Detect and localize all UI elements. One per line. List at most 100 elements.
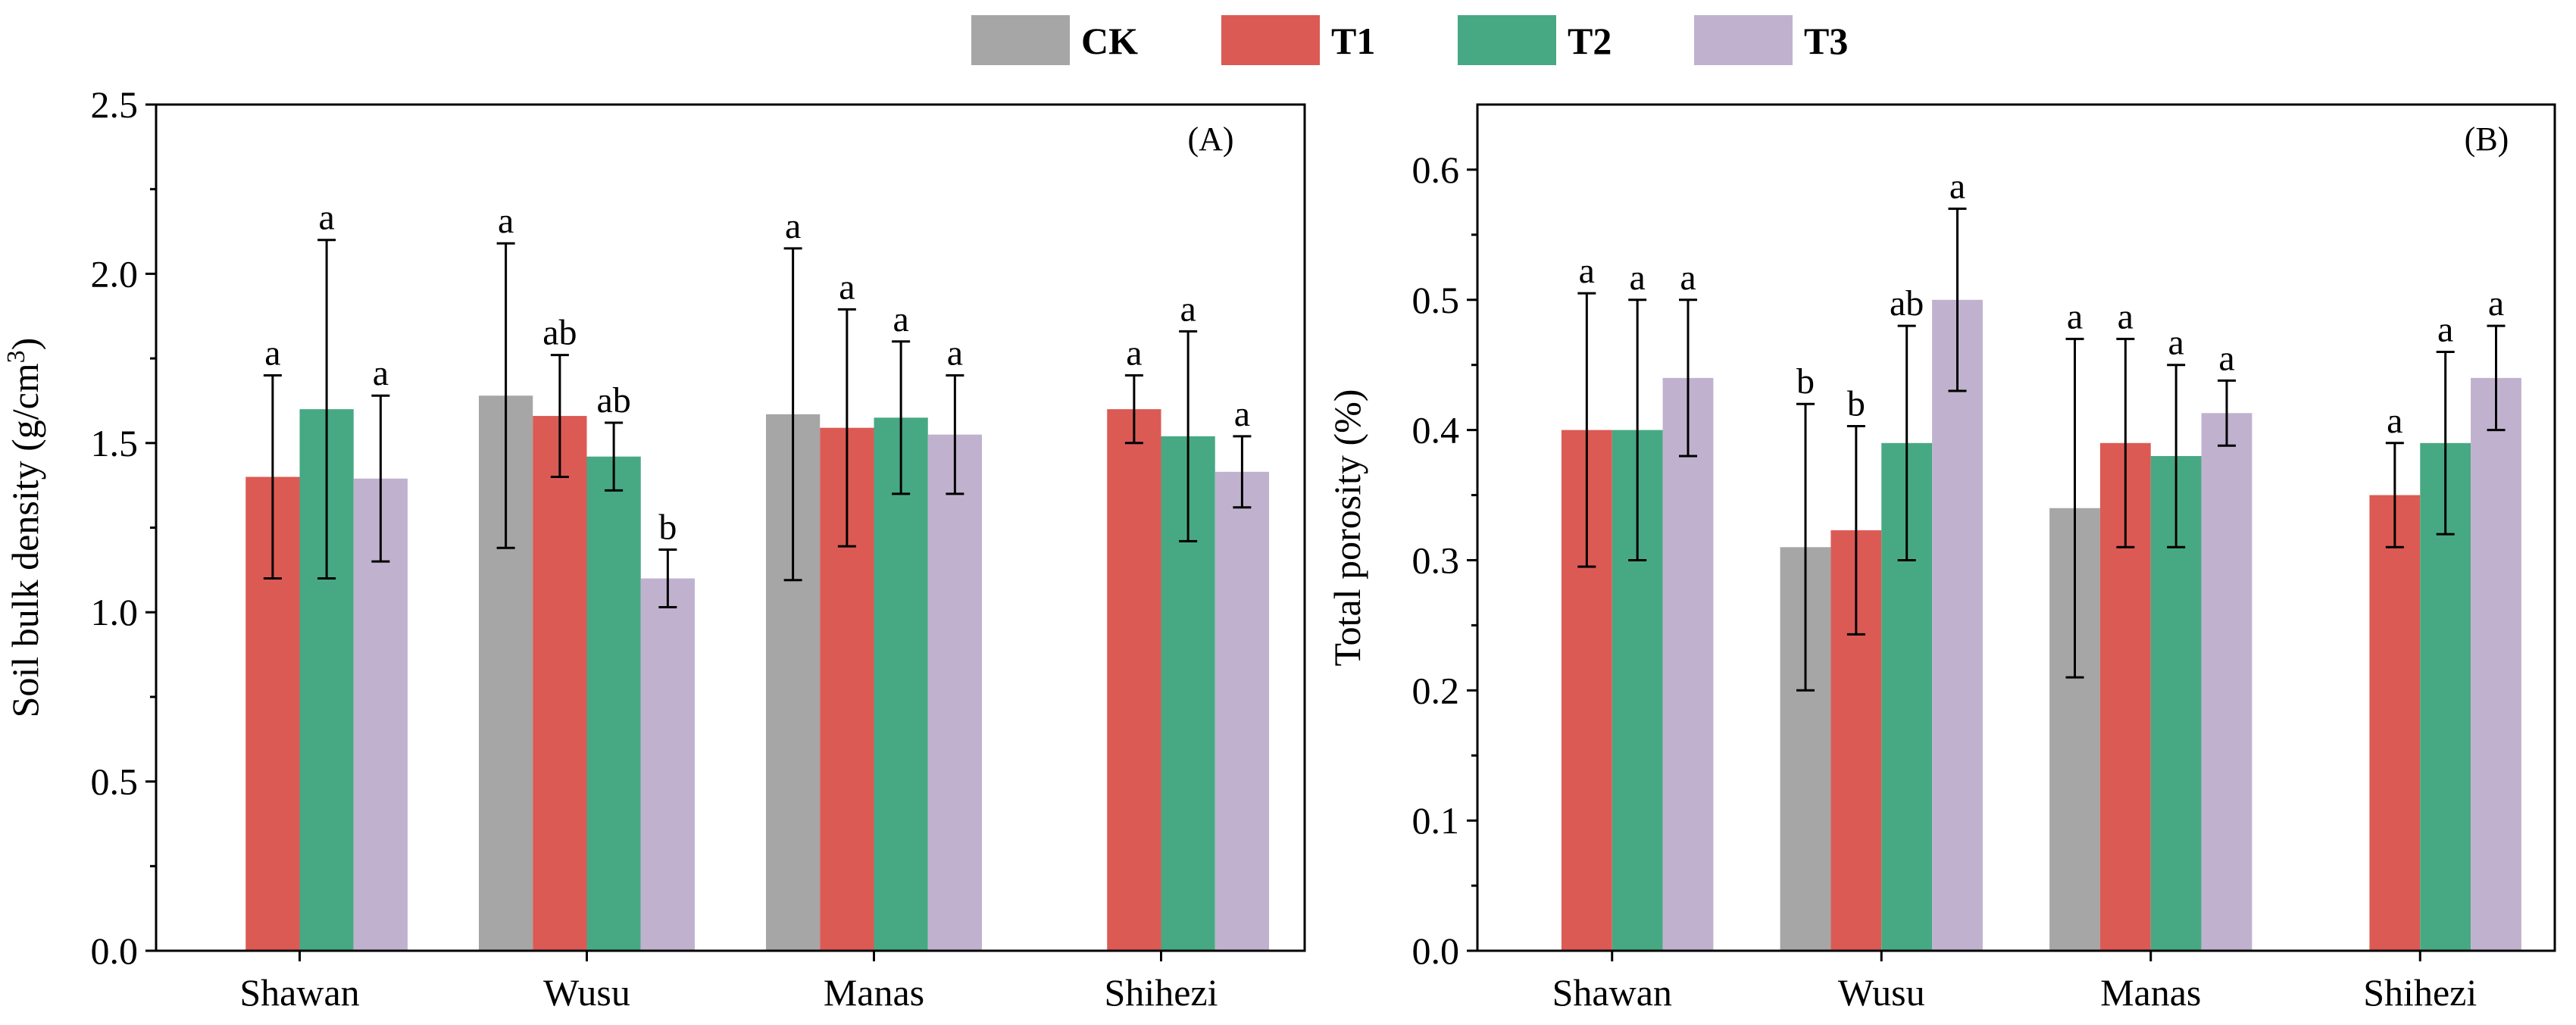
significance-label-t3-shihezi: a	[1234, 394, 1250, 434]
error-bar-t1-wusu	[550, 354, 569, 478]
error-bar-t1-shihezi	[2385, 442, 2404, 548]
significance-label-t3-shawan: a	[1680, 258, 1696, 298]
significance-label-t1-wusu: b	[1847, 383, 1865, 423]
y-tick-label: 0.5	[1412, 279, 1460, 321]
y-tick-label: 0.3	[1412, 539, 1460, 581]
error-bar-t2-manas	[892, 340, 911, 495]
significance-label-t1-manas: a	[839, 267, 855, 307]
bar-t3-manas	[927, 434, 983, 951]
y-tick-label: 0.6	[1412, 148, 1460, 191]
bar-t3-wusu	[1932, 299, 1983, 951]
bar-t3-shihezi	[1215, 471, 1270, 951]
error-bar-t3-shawan	[1679, 298, 1698, 458]
legend-label-ck: CK	[1081, 20, 1138, 62]
significance-label-t1-shihezi: a	[1126, 333, 1142, 373]
significance-label-t3-shihezi: a	[2488, 283, 2504, 323]
significance-label-t1-manas: a	[2118, 296, 2134, 336]
bar-t1-shihezi	[2369, 495, 2421, 951]
significance-label-t3-manas: a	[2218, 338, 2234, 378]
panel-label: (B)	[2465, 120, 2509, 158]
x-tick-label-manas: Manas	[2100, 971, 2201, 1014]
panel-label: (A)	[1187, 120, 1233, 158]
y-tick-label: 1.5	[91, 422, 139, 464]
significance-label-ck-manas: a	[785, 206, 801, 246]
significance-label-t1-wusu: ab	[542, 313, 577, 353]
significance-label-t2-shihezi: a	[1180, 289, 1196, 329]
error-bar-t3-wusu	[658, 548, 677, 608]
legend-swatch-t3	[1694, 15, 1793, 65]
bar-t3-shihezi	[2471, 377, 2521, 951]
y-tick-label: 2.0	[91, 252, 139, 295]
legend-label-t1: T1	[1331, 20, 1375, 62]
x-tick-label-wusu: Wusu	[543, 971, 630, 1014]
error-bar-ck-wusu	[496, 242, 515, 549]
error-bar-t3-manas	[2218, 379, 2237, 447]
y-tick-label: 2.5	[91, 83, 139, 126]
significance-label-t1-shawan: a	[264, 333, 280, 373]
significance-label-t2-manas: a	[893, 299, 908, 339]
significance-label-t2-shihezi: a	[2437, 310, 2453, 350]
y-tick-label: 0.2	[1412, 669, 1460, 711]
legend: CK T1 T2 T3	[971, 15, 1848, 65]
legend-label-t3: T3	[1804, 20, 1848, 62]
error-bar-t2-shawan	[1628, 298, 1647, 561]
bar-t1-shihezi	[1107, 409, 1161, 951]
error-bar-t1-shawan	[263, 373, 282, 580]
significance-label-t2-shawan: a	[318, 198, 334, 238]
significance-label-ck-manas: a	[2067, 296, 2083, 336]
x-tick-label-shawan: Shawan	[1552, 971, 1672, 1014]
bar-t2-wusu	[586, 456, 641, 951]
y-axis-label: Soil bulk density (g/cm3)	[2, 338, 46, 718]
significance-label-t2-wusu: ab	[1890, 283, 1924, 323]
error-bar-t2-shihezi	[2436, 351, 2455, 536]
y-tick-label: 0.4	[1412, 409, 1460, 452]
legend-label-t2: T2	[1568, 20, 1612, 62]
error-bar-ck-wusu	[1796, 402, 1815, 692]
legend-swatch-ck	[971, 15, 1070, 65]
significance-label-t3-wusu: a	[1949, 166, 1965, 206]
y-tick-label: 0.1	[1412, 799, 1460, 842]
error-bar-t3-manas	[946, 373, 964, 495]
significance-label-ck-wusu: b	[1796, 361, 1815, 402]
y-tick-label: 0.5	[91, 761, 139, 803]
x-tick-label-wusu: Wusu	[1838, 971, 1925, 1014]
x-tick-label-shihezi: Shihezi	[1105, 971, 1218, 1014]
error-bar-t1-shawan	[1577, 292, 1596, 568]
y-tick-label: 0.0	[1412, 930, 1460, 972]
significance-label-t2-wusu: ab	[596, 380, 630, 420]
error-bar-t3-shihezi	[1233, 435, 1252, 509]
error-bar-t2-shawan	[317, 239, 336, 580]
error-bar-t2-shihezi	[1179, 330, 1198, 542]
x-tick-label-manas: Manas	[824, 971, 924, 1014]
y-tick-label: 0.0	[91, 930, 139, 972]
significance-label-t1-shawan: a	[1579, 251, 1595, 291]
error-bar-t3-shawan	[371, 394, 390, 563]
error-bar-t1-manas	[837, 308, 856, 548]
error-bar-t3-shihezi	[2487, 324, 2506, 432]
significance-label-t2-manas: a	[2168, 323, 2184, 363]
bar-t3-shawan	[1662, 377, 1714, 951]
error-bar-t1-wusu	[1846, 424, 1865, 636]
error-bar-ck-manas	[783, 247, 802, 582]
legend-swatch-t1	[1221, 15, 1320, 65]
error-bar-t1-shihezi	[1124, 373, 1143, 445]
legend-swatch-t2	[1458, 15, 1556, 65]
significance-label-ck-wusu: a	[498, 201, 514, 241]
bar-t3-manas	[2201, 413, 2252, 951]
error-bar-t2-wusu	[605, 421, 624, 492]
significance-label-t3-shawan: a	[373, 353, 389, 393]
significance-label-t3-wusu: b	[658, 508, 677, 548]
x-tick-label-shawan: Shawan	[239, 971, 359, 1014]
error-bar-t3-wusu	[1948, 207, 1967, 392]
error-bar-t1-manas	[2116, 337, 2135, 548]
error-bar-t2-manas	[2167, 364, 2186, 548]
error-bar-ck-manas	[2065, 337, 2084, 679]
x-tick-label-shihezi: Shihezi	[2363, 971, 2477, 1014]
bar-t3-wusu	[640, 578, 696, 951]
bar-t1-wusu	[533, 416, 587, 951]
y-tick-label: 1.0	[91, 591, 139, 633]
bar-t2-manas	[874, 417, 928, 951]
